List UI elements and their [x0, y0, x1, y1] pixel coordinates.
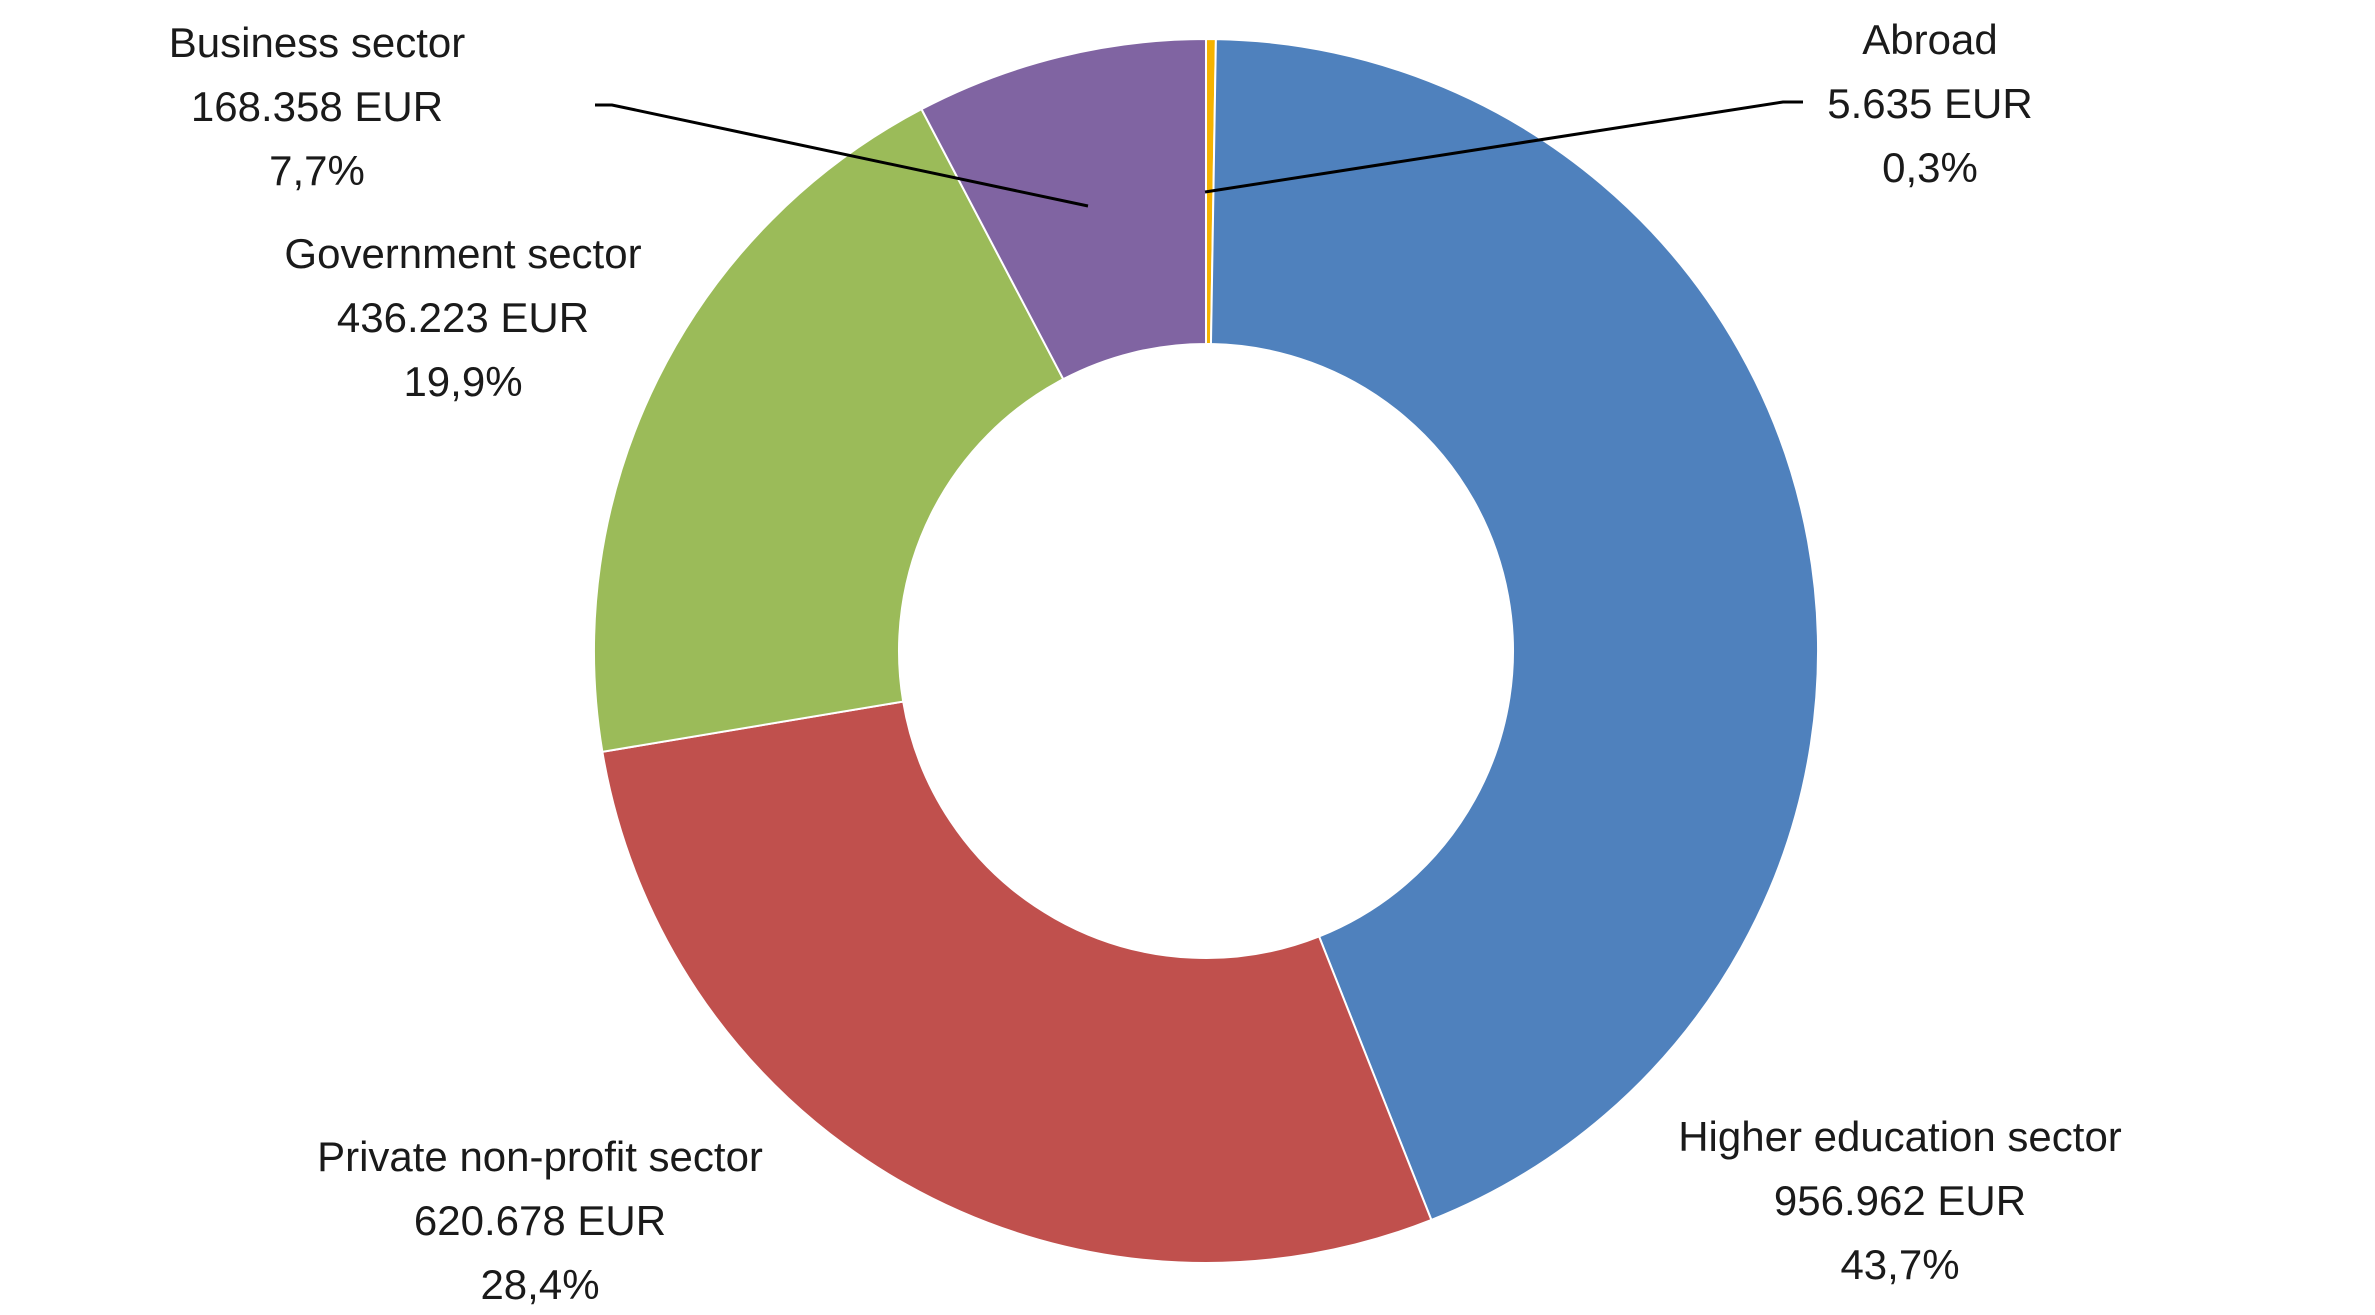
slice-private-non-profit-sector — [601, 700, 1433, 1264]
label-government-name: Government sector — [284, 230, 641, 277]
label-abroad-percent: 0,3% — [1882, 144, 1978, 191]
label-higher-education-value: 956.962 EUR — [1774, 1177, 2026, 1224]
label-abroad: Abroad 5.635 EUR 0,3% — [1827, 16, 2032, 191]
label-abroad-name: Abroad — [1862, 16, 1997, 63]
label-government-sector: Government sector 436.223 EUR 19,9% — [284, 230, 641, 405]
slice-business-sector — [920, 37, 1207, 381]
label-abroad-value: 5.635 EUR — [1827, 80, 2032, 127]
label-business-percent: 7,7% — [269, 147, 365, 194]
label-private-non-profit-sector: Private non-profit sector 620.678 EUR 28… — [317, 1133, 763, 1308]
label-business-value: 168.358 EUR — [191, 83, 443, 130]
label-business-name: Business sector — [169, 19, 465, 66]
label-business-sector: Business sector 168.358 EUR 7,7% — [169, 19, 465, 194]
label-higher-education-sector: Higher education sector 956.962 EUR 43,7… — [1678, 1113, 2122, 1288]
label-private-non-profit-name: Private non-profit sector — [317, 1133, 763, 1180]
label-private-non-profit-value: 620.678 EUR — [414, 1197, 666, 1244]
leader-line-abroad — [1204, 100, 1803, 194]
slice-government-sector — [593, 107, 1065, 753]
slice-higher-education-sector — [1209, 38, 1819, 1222]
label-government-percent: 19,9% — [403, 358, 522, 405]
leader-line-business-sector — [595, 103, 1089, 208]
label-government-value: 436.223 EUR — [337, 294, 589, 341]
label-higher-education-percent: 43,7% — [1840, 1241, 1959, 1288]
label-higher-education-name: Higher education sector — [1678, 1113, 2122, 1160]
label-private-non-profit-percent: 28,4% — [480, 1261, 599, 1308]
donut-slices — [593, 37, 1819, 1264]
